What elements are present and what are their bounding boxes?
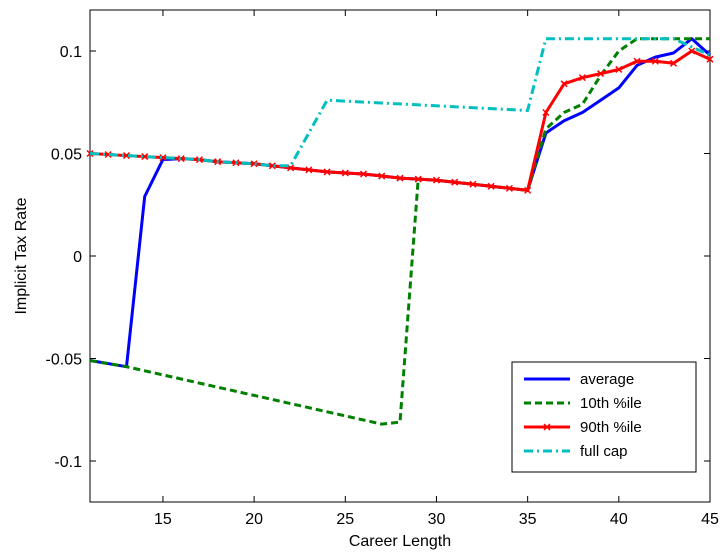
data-point — [177, 155, 185, 163]
data-point — [469, 180, 477, 188]
data-point — [305, 166, 313, 174]
x-tick-label: 30 — [428, 511, 446, 528]
legend-label: 10th %ile — [580, 395, 642, 412]
y-axis-label: Implicit Tax Rate — [13, 197, 30, 314]
data-point — [615, 65, 623, 73]
data-point — [505, 184, 513, 192]
data-point — [141, 153, 149, 161]
data-point — [432, 176, 441, 184]
series-layer — [86, 37, 714, 426]
data-point — [487, 182, 495, 190]
data-point — [688, 47, 696, 55]
data-point — [341, 169, 349, 177]
x-tick-label: 25 — [336, 511, 354, 528]
data-point — [359, 170, 368, 178]
x-tick-label: 20 — [245, 511, 263, 528]
data-point — [104, 150, 112, 159]
data-point — [323, 168, 331, 176]
data-point — [578, 74, 586, 82]
data-point — [250, 160, 258, 168]
data-point — [542, 108, 550, 117]
data-point — [669, 59, 678, 67]
y-tick-label: -0.1 — [54, 454, 82, 471]
data-point — [378, 172, 386, 180]
legend-marker — [543, 423, 551, 431]
legend-label: 90th %ile — [580, 419, 642, 436]
data-point — [414, 175, 422, 183]
data-point — [287, 164, 295, 172]
data-point — [560, 80, 568, 88]
data-point — [159, 154, 167, 162]
x-tick-label: 45 — [701, 511, 719, 528]
y-axis-ticks: -0.1 -0.05 0 0.05 0.1 — [46, 44, 710, 471]
data-point — [396, 174, 404, 182]
x-tick-label: 15 — [154, 511, 172, 528]
x-axis-label: Career Length — [349, 533, 451, 550]
data-point — [633, 57, 641, 65]
x-tick-label: 35 — [519, 511, 537, 528]
series-line — [89, 37, 711, 168]
y-tick-label: 0.1 — [60, 44, 82, 61]
data-point — [651, 57, 659, 65]
data-point — [122, 152, 131, 160]
data-point — [597, 70, 605, 78]
legend-label: full cap — [580, 443, 628, 460]
data-point — [451, 178, 459, 186]
y-tick-label: 0.05 — [51, 147, 82, 164]
x-tick-label: 40 — [610, 511, 628, 528]
data-point — [706, 55, 714, 63]
series-line — [89, 37, 710, 426]
legend-label: average — [580, 371, 634, 388]
legend: average 10th %ile 90th %ile full cap — [511, 361, 697, 473]
y-tick-label: -0.05 — [46, 352, 83, 369]
data-point — [268, 162, 276, 170]
series-full-cap — [89, 37, 711, 168]
y-tick-label: 0 — [73, 249, 82, 266]
series-10th-ile — [89, 37, 710, 426]
data-point — [524, 186, 532, 194]
x-axis-ticks: 15 20 25 30 35 40 45 — [154, 10, 719, 528]
